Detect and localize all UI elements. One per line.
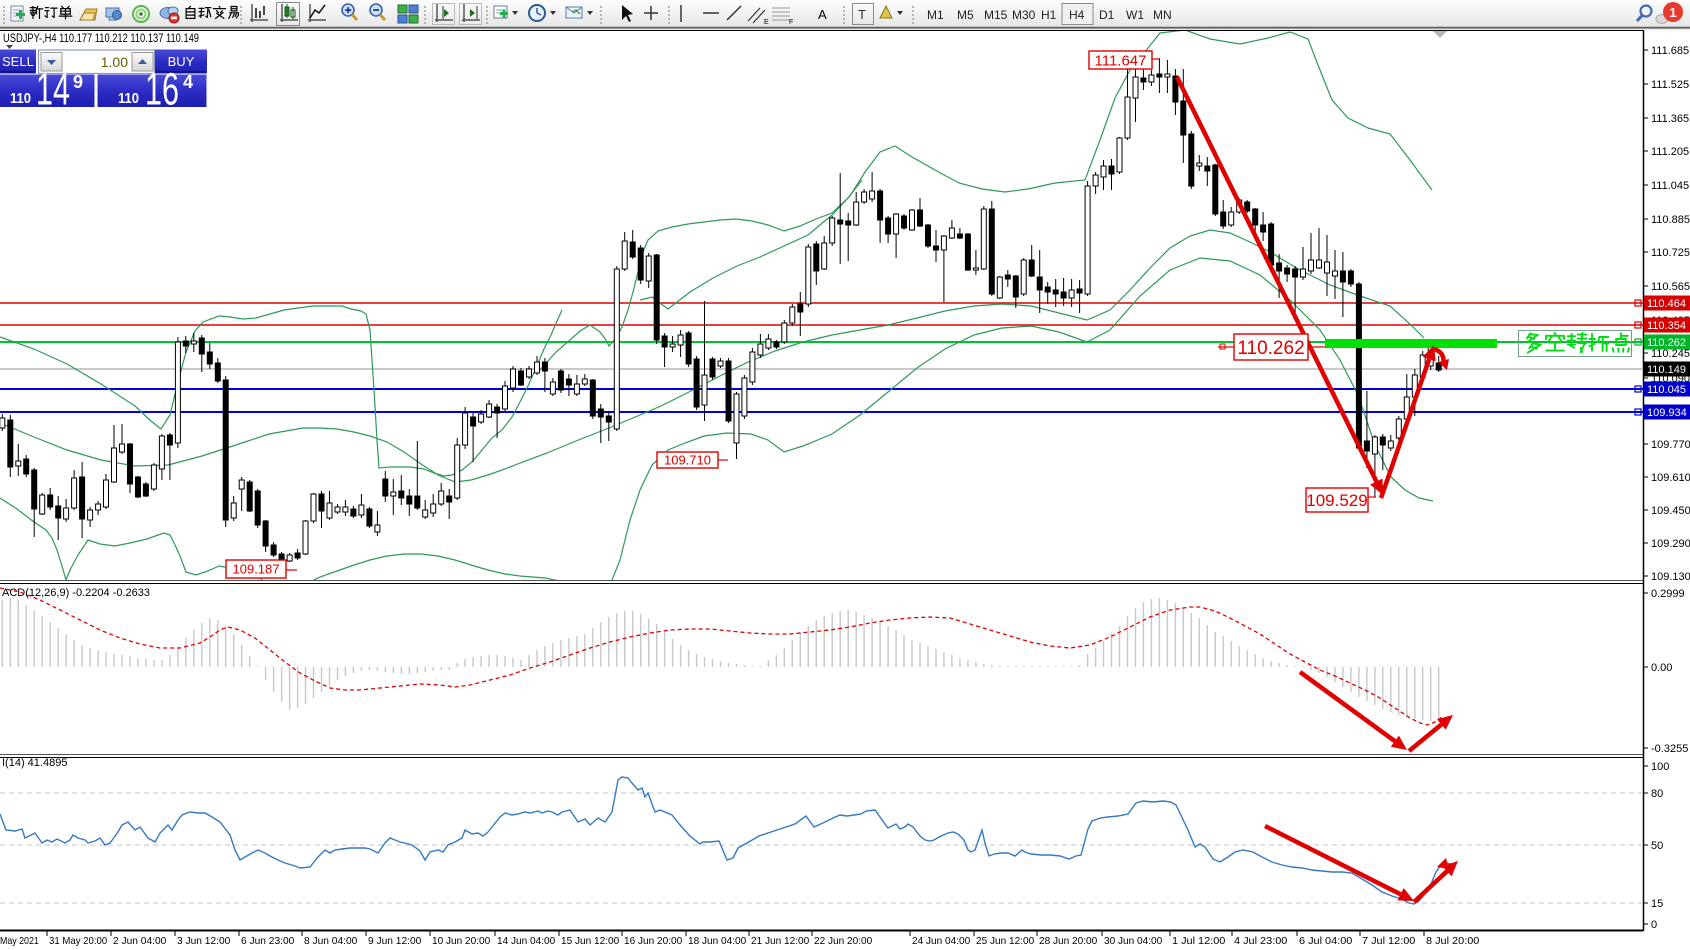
- svg-text:22 Jun 20:00: 22 Jun 20:00: [814, 935, 872, 947]
- svg-text:110.565: 110.565: [1651, 281, 1690, 293]
- svg-text:109.934: 109.934: [1647, 407, 1687, 419]
- svg-text:111.647: 111.647: [1095, 52, 1147, 69]
- svg-text:F: F: [789, 19, 793, 26]
- svg-text:9 Jun 12:00: 9 Jun 12:00: [368, 935, 421, 947]
- svg-text:8 Jun 04:00: 8 Jun 04:00: [304, 935, 357, 947]
- svg-text:50: 50: [1651, 840, 1663, 852]
- svg-text:3 Jun 12:00: 3 Jun 12:00: [177, 935, 230, 947]
- svg-text:28 Jun 20:00: 28 Jun 20:00: [1039, 935, 1097, 947]
- svg-text:USDJPY-,H4 110.177 110.212 11: USDJPY-,H4 110.177 110.212 110.137 110.1…: [3, 33, 199, 45]
- svg-text:-0.3255: -0.3255: [1651, 743, 1688, 755]
- svg-text:SELL: SELL: [2, 54, 34, 69]
- svg-text:109.130: 109.130: [1651, 571, 1690, 583]
- svg-text:16 Jun 20:00: 16 Jun 20:00: [624, 935, 682, 947]
- svg-text:MN: MN: [1153, 8, 1172, 22]
- svg-text:1.00: 1.00: [101, 54, 128, 70]
- svg-text:T: T: [858, 7, 866, 22]
- svg-text:110: 110: [118, 90, 139, 107]
- svg-text:110.149: 110.149: [1647, 364, 1686, 376]
- svg-text:D1: D1: [1099, 8, 1115, 22]
- svg-text:BUY: BUY: [168, 54, 195, 69]
- svg-text:109.187: 109.187: [233, 562, 280, 577]
- svg-text:M30: M30: [1012, 8, 1036, 22]
- svg-text:M5: M5: [957, 8, 974, 22]
- svg-text:110.045: 110.045: [1647, 384, 1686, 396]
- svg-text:25 Jun 12:00: 25 Jun 12:00: [976, 935, 1034, 947]
- svg-text:111.045: 111.045: [1651, 180, 1689, 192]
- svg-text:80: 80: [1651, 788, 1663, 800]
- svg-text:111.685: 111.685: [1651, 45, 1689, 57]
- svg-text:109.710: 109.710: [664, 453, 711, 468]
- svg-text:7 Jul 12:00: 7 Jul 12:00: [1362, 935, 1416, 947]
- svg-text:14: 14: [36, 64, 70, 115]
- svg-text:4 Jul 23:00: 4 Jul 23:00: [1234, 935, 1288, 947]
- svg-text:8 Jul 20:00: 8 Jul 20:00: [1426, 935, 1480, 947]
- svg-text:100: 100: [1651, 761, 1669, 773]
- svg-text:16: 16: [145, 64, 179, 115]
- svg-text:1 Jul 12:00: 1 Jul 12:00: [1172, 935, 1226, 947]
- svg-text:M15: M15: [984, 8, 1008, 22]
- svg-text:31 May 20:00: 31 May 20:00: [49, 935, 107, 947]
- svg-text:24 Jun 04:00: 24 Jun 04:00: [912, 935, 970, 947]
- svg-text:21 Jun 12:00: 21 Jun 12:00: [751, 935, 809, 947]
- svg-text:4: 4: [183, 72, 193, 92]
- svg-text:10 Jun 20:00: 10 Jun 20:00: [432, 935, 490, 947]
- svg-text:110.464: 110.464: [1647, 298, 1686, 310]
- svg-text:109.529: 109.529: [1306, 491, 1367, 510]
- svg-text:110.885: 110.885: [1651, 214, 1690, 226]
- svg-text:H1: H1: [1041, 8, 1057, 22]
- svg-text:ACD(12,26,9) -0.2204 -0.2633: ACD(12,26,9) -0.2204 -0.2633: [2, 587, 150, 599]
- svg-text:111.205: 111.205: [1651, 146, 1689, 158]
- svg-text:6 Jun 23:00: 6 Jun 23:00: [241, 935, 294, 947]
- svg-text:May 2021: May 2021: [0, 935, 39, 947]
- svg-text:18 Jun 04:00: 18 Jun 04:00: [688, 935, 746, 947]
- svg-text:9: 9: [73, 72, 83, 92]
- svg-text:109.770: 109.770: [1651, 439, 1690, 451]
- svg-text:15: 15: [1651, 898, 1663, 910]
- svg-text:I(14) 41.4895: I(14) 41.4895: [2, 757, 67, 769]
- svg-text:0.2999: 0.2999: [1651, 588, 1685, 600]
- svg-text:109.290: 109.290: [1651, 538, 1690, 550]
- svg-text:15 Jun 12:00: 15 Jun 12:00: [561, 935, 619, 947]
- svg-text:111.365: 111.365: [1651, 113, 1689, 125]
- svg-text:H4: H4: [1069, 8, 1085, 22]
- svg-text:E: E: [764, 19, 769, 26]
- svg-text:109.450: 109.450: [1651, 505, 1690, 517]
- svg-text:109.610: 109.610: [1651, 472, 1690, 484]
- svg-text:0.00: 0.00: [1651, 662, 1672, 674]
- svg-text:14 Jun 04:00: 14 Jun 04:00: [497, 935, 555, 947]
- svg-text:1: 1: [1669, 5, 1676, 20]
- svg-text:A: A: [818, 7, 827, 22]
- svg-text:110.725: 110.725: [1651, 247, 1690, 259]
- svg-text:W1: W1: [1126, 8, 1144, 22]
- svg-text:111.525: 111.525: [1651, 79, 1689, 91]
- svg-text:2 Jun 04:00: 2 Jun 04:00: [113, 935, 166, 947]
- svg-text:110: 110: [10, 90, 31, 107]
- svg-text:110.262: 110.262: [1237, 338, 1304, 359]
- svg-text:110.354: 110.354: [1647, 320, 1686, 332]
- svg-text:M1: M1: [927, 8, 944, 22]
- svg-text:6 Jul 04:00: 6 Jul 04:00: [1299, 935, 1353, 947]
- svg-text:110.245: 110.245: [1651, 348, 1690, 360]
- svg-text:30 Jun 04:00: 30 Jun 04:00: [1104, 935, 1162, 947]
- svg-text:110.262: 110.262: [1647, 337, 1686, 349]
- svg-text:0: 0: [1651, 919, 1657, 931]
